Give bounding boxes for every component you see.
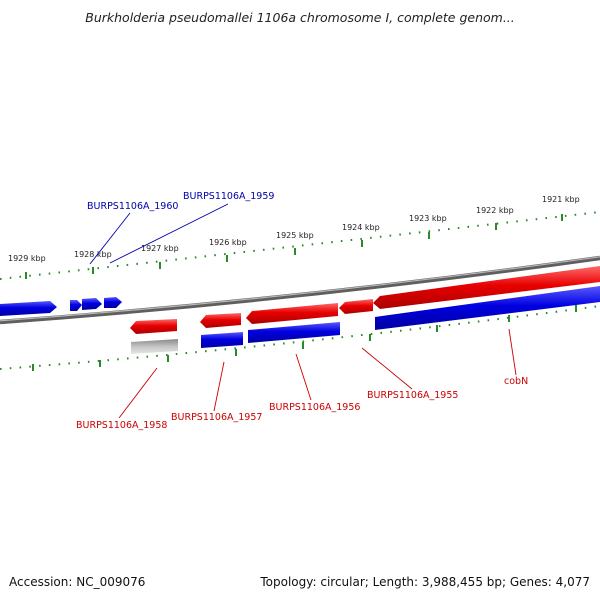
- gene-label-burps1106a-1955[interactable]: BURPS1106A_1955: [367, 390, 458, 401]
- gene-box[interactable]: [201, 332, 243, 348]
- kbp-label: 1928 kbp: [74, 250, 112, 259]
- gene-arrow[interactable]: [339, 299, 373, 314]
- gene-features: [0, 266, 600, 354]
- gene-label-burps1106a-1958[interactable]: BURPS1106A_1958: [76, 420, 167, 431]
- gene-label-burps1106a-1956[interactable]: BURPS1106A_1956: [269, 402, 360, 413]
- kbp-label: 1924 kbp: [342, 223, 380, 232]
- kbp-label: 1929 kbp: [8, 254, 46, 263]
- kbp-label: 1922 kbp: [476, 206, 514, 215]
- gene-label-burps1106a-1959[interactable]: BURPS1106A_1959: [183, 191, 274, 202]
- kbp-label: 1927 kbp: [141, 244, 179, 253]
- gene-arrow[interactable]: [200, 313, 241, 328]
- gene-label-cobn[interactable]: cobN: [504, 376, 528, 387]
- gene-label-burps1106a-1957[interactable]: BURPS1106A_1957: [171, 412, 262, 423]
- genome-summary: Topology: circular; Length: 3,988,455 bp…: [260, 575, 590, 589]
- genome-backbone: [0, 255, 600, 325]
- kbp-label: 1923 kbp: [409, 214, 447, 223]
- map-title: Burkholderia pseudomallei 1106a chromoso…: [85, 10, 515, 25]
- pseudogene-box[interactable]: [131, 339, 178, 354]
- inner-major-ticks: [32, 305, 577, 371]
- gene-arrow[interactable]: [373, 266, 600, 309]
- gene-arrow[interactable]: [82, 298, 102, 310]
- gene-arrow[interactable]: [130, 319, 177, 334]
- gene-labels: BURPS1106A_1960 BURPS1106A_1959 BURPS110…: [76, 191, 528, 431]
- inner-tick-ring: [0, 305, 600, 371]
- gene-box[interactable]: [375, 286, 600, 330]
- outer-major-ticks: [25, 214, 563, 279]
- outer-tick-ring: 1929 kbp 1928 kbp 1927 kbp 1926 kbp 1925 kbp…: [0, 195, 600, 280]
- gene-label-burps1106a-1960[interactable]: BURPS1106A_1960: [87, 201, 178, 212]
- kbp-label: 1925 kbp: [276, 231, 314, 240]
- gene-arrow[interactable]: [0, 301, 57, 316]
- callout-lines: [89, 203, 517, 419]
- kbp-labels: 1929 kbp 1928 kbp 1927 kbp 1926 kbp 1925 kbp…: [8, 195, 580, 263]
- gene-arrow[interactable]: [104, 297, 122, 308]
- gene-arrow[interactable]: [246, 303, 338, 324]
- kbp-label: 1921 kbp: [542, 195, 580, 204]
- accession-label: Accession: NC_009076: [9, 575, 146, 589]
- gene-arrow[interactable]: [70, 300, 82, 311]
- kbp-label: 1926 kbp: [209, 238, 247, 247]
- gene-box[interactable]: [248, 322, 340, 343]
